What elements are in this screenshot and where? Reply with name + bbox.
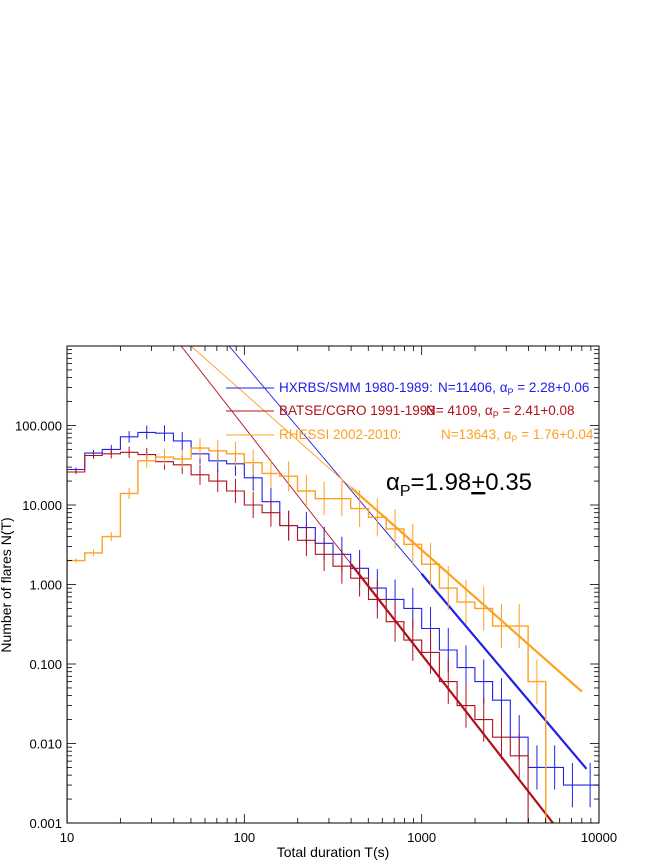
legend-alpha-value-2: = 1.76+0.04 [518,427,594,442]
alpha-subscript: P [400,483,411,500]
y-tick-label: 10.000 [22,498,62,513]
alpha-value: =1.98 [411,469,472,496]
legend-count-0: N=11406, [438,380,500,395]
alpha-uncertainty: 0.35 [485,469,532,496]
series-1-histogram [67,451,529,823]
y-tick-label: 0.100 [29,657,62,672]
series-0-fit-line-thick [420,573,588,770]
series-2-fit-line-thick [350,486,583,693]
legend-count-1: N= 4109, [426,403,485,418]
legend-alpha-sub-0: P [508,387,514,397]
y-tick-label: 0.001 [29,816,62,831]
series-1-fit-line-thick [350,563,554,823]
axes: 10 100 1000 10000 0.001 0.010 0.100 1.000 10.000… [15,345,617,845]
x-tick-label: 100 [233,830,255,845]
legend-alpha-2: α [504,427,512,442]
alpha-symbol: α [386,469,400,496]
legend-name-1: BATSE/CGRO 1991-1993 [279,403,435,418]
y-tick-label: 100.000 [15,419,62,434]
y-tick-label: 1.000 [29,578,62,593]
x-tick-label: 10 [60,830,74,845]
series-2-histogram [67,447,547,823]
plot-area [67,346,599,823]
legend-name-2: RHESSI 2002-2010: [279,427,401,442]
legend-stats-1: N= 4109, αP = 2.41+0.08 [426,403,575,420]
y-tick-label: 0.010 [29,737,62,752]
legend-stats-0: N=11406, αP = 2.28+0.06 [438,380,589,397]
legend-count-2: N=13643, [441,427,504,442]
alpha-annotation: αP=1.98+0.35 [386,469,532,500]
legend-alpha-0: α [500,380,508,395]
alpha-plusminus: + [471,469,485,496]
legend-alpha-value-1: = 2.41+0.08 [499,403,575,418]
legend-alpha-sub-2: P [512,434,518,444]
legend-alpha-sub-1: P [493,410,499,420]
legend-name-0: HXRBS/SMM 1980-1989: [279,380,433,395]
legend-stats-2: N=13643, αP = 1.76+0.04 [441,427,594,444]
legend: HXRBS/SMM 1980-1989: N=11406, αP = 2.28+0… [226,380,594,444]
x-tick-label: 10000 [581,830,617,845]
x-axis-title: Total duration T(s) [277,844,390,860]
legend-alpha-1: α [485,403,493,418]
legend-alpha-value-0: = 2.28+0.06 [514,380,590,395]
y-axis-title: Number of flares N(T) [0,517,14,652]
x-tick-label: 1000 [407,830,436,845]
